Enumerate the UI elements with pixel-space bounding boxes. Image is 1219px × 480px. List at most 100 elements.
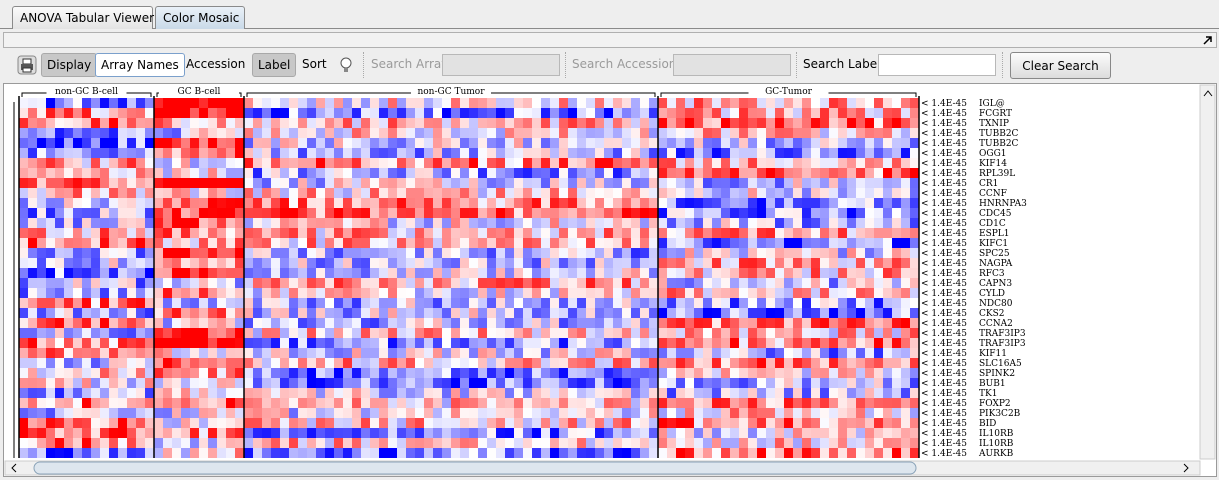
mosaic-cell (379, 418, 388, 428)
mosaic-cell (721, 228, 730, 238)
search-label-field[interactable] (878, 54, 996, 76)
mosaic-cell (424, 208, 433, 218)
mosaic-cell (325, 188, 334, 198)
mosaic-cell (820, 388, 829, 398)
mosaic-cell (739, 248, 748, 258)
mosaic-cell (748, 348, 757, 358)
mosaic-cell (631, 258, 640, 268)
mosaic-cell (118, 308, 127, 318)
mosaic-cell (298, 108, 307, 118)
mosaic-cell (217, 378, 226, 388)
mosaic-cell (640, 328, 649, 338)
mosaic-cell (55, 198, 64, 208)
display-toggle[interactable]: Display (41, 53, 98, 77)
mosaic-cell (892, 418, 901, 428)
mosaic-cell (136, 218, 145, 228)
hscroll-thumb[interactable] (33, 461, 917, 475)
mosaic-cell (73, 118, 82, 128)
label-toggle[interactable]: Label (252, 53, 297, 77)
mosaic-cell (334, 278, 343, 288)
mosaic-cell (622, 408, 631, 418)
mosaic-cell (829, 258, 838, 268)
mosaic-cell (334, 108, 343, 118)
mosaic-cell (145, 198, 154, 208)
mosaic-cell (280, 238, 289, 248)
mosaic-cell (829, 288, 838, 298)
print-icon[interactable] (17, 55, 37, 75)
mosaic-cell (406, 138, 415, 148)
mosaic-cell (505, 128, 514, 138)
mosaic-cell (28, 98, 37, 108)
mosaic-cell (496, 278, 505, 288)
array-names-toggle[interactable]: Array Names (95, 53, 185, 77)
row-pvalue: < 1.4E-45 (921, 119, 967, 129)
expand-icon[interactable] (1203, 35, 1213, 45)
mosaic-cell (829, 228, 838, 238)
mosaic-cell (361, 198, 370, 208)
mosaic-cell (721, 178, 730, 188)
mosaic-cell (172, 188, 181, 198)
mosaic-cell (352, 168, 361, 178)
mosaic-cell (262, 438, 271, 448)
mosaic-cell (451, 278, 460, 288)
mosaic-cell (316, 288, 325, 298)
tab-selected[interactable]: Color Mosaic (155, 6, 245, 29)
mosaic-cell (163, 438, 172, 448)
mosaic-cell (163, 448, 172, 458)
mosaic-cell (352, 138, 361, 148)
search-array-field[interactable] (442, 54, 560, 76)
mosaic-cell (190, 438, 199, 448)
mosaic-cell (235, 368, 244, 378)
mosaic-cell (298, 328, 307, 338)
mosaic-cell (271, 198, 280, 208)
mosaic-cell (730, 178, 739, 188)
mosaic-cell (298, 348, 307, 358)
mosaic-cell (577, 428, 586, 438)
mosaic-cell (415, 98, 424, 108)
mosaic-cell (478, 408, 487, 418)
row-gene: CYLD (979, 289, 1005, 299)
mosaic-cell (82, 208, 91, 218)
search-accession-field[interactable] (673, 54, 791, 76)
mosaic-cell (19, 218, 28, 228)
mosaic-cell (739, 278, 748, 288)
mosaic-cell (460, 438, 469, 448)
mosaic-cell (847, 408, 856, 418)
sort-button[interactable]: Sort (302, 57, 327, 71)
tab[interactable]: ANOVA Tabular Viewer (12, 6, 154, 29)
mosaic-cell (865, 248, 874, 258)
mosaic-cell (496, 248, 505, 258)
mosaic-cell (631, 178, 640, 188)
mosaic-cell (424, 438, 433, 448)
mosaic-cell (424, 268, 433, 278)
mosaic-cell (388, 258, 397, 268)
mosaic-cell (91, 218, 100, 228)
mosaic-cell (487, 128, 496, 138)
mosaic-cell (469, 288, 478, 298)
row-pvalue: < 1.4E-45 (921, 99, 967, 109)
mosaic-cell (379, 138, 388, 148)
mosaic-cell (289, 128, 298, 138)
mosaic-cell (595, 158, 604, 168)
mosaic-cell (874, 98, 883, 108)
mosaic-cell (82, 328, 91, 338)
mosaic-cell (82, 168, 91, 178)
mosaic-cell (766, 218, 775, 228)
mosaic-cell (793, 228, 802, 238)
mosaic-cell (37, 378, 46, 388)
mosaic-cell (694, 158, 703, 168)
mosaic-cell (550, 98, 559, 108)
mosaic-cell (127, 448, 136, 458)
mosaic-cell (136, 328, 145, 338)
mosaic-cell (388, 128, 397, 138)
clear-search-button[interactable]: Clear Search (1010, 52, 1111, 79)
mosaic-cell (829, 328, 838, 338)
mosaic-cell (658, 388, 667, 398)
mosaic-cell (127, 158, 136, 168)
mosaic-cell (46, 248, 55, 258)
mosaic-cell (118, 448, 127, 458)
mosaic-cell (541, 338, 550, 348)
bulb-icon[interactable] (339, 57, 353, 75)
accession-toggle[interactable]: Accession (186, 57, 246, 71)
mosaic-cell (388, 408, 397, 418)
